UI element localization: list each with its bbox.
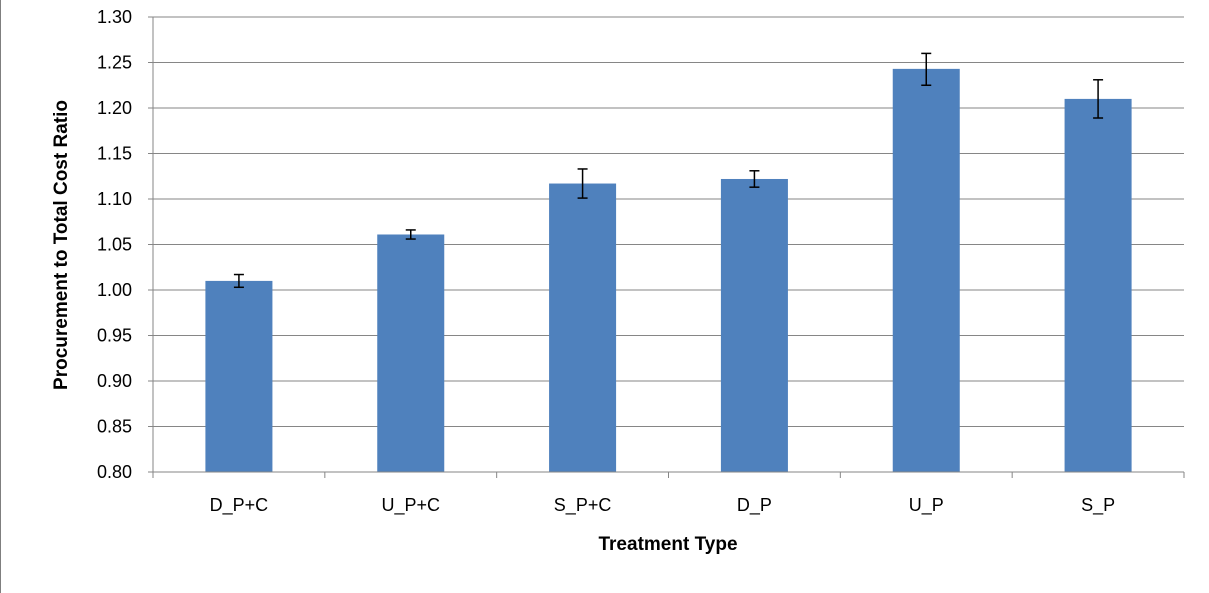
bar-S_P+C — [549, 183, 617, 472]
axes — [152, 17, 1185, 478]
bar-S_P — [1064, 98, 1132, 473]
bars — [205, 68, 1132, 473]
error-bar-U_P — [921, 52, 932, 86]
y-tick-label: 1.20 — [97, 98, 132, 118]
y-tick-labels: 0.80 0.85 0.90 0.95 1.00 1.05 1.10 1.15 1.20 1.25… — [97, 7, 132, 482]
error-bars — [233, 52, 1104, 289]
error-bar-S_P+C — [577, 168, 588, 199]
y-tick-label: 1.25 — [97, 53, 132, 73]
x-tick-label: D_P — [737, 495, 772, 516]
y-tick-label: 1.15 — [97, 144, 132, 164]
x-tick-label: S_P — [1081, 495, 1115, 516]
bar-D_P — [720, 178, 788, 473]
bar-U_P+C — [377, 234, 445, 472]
x-tick-labels: D_P+C U_P+C S_P+C D_P U_P S_P — [210, 495, 1115, 516]
gridlines — [148, 16, 1184, 473]
y-tick-label: 0.95 — [97, 326, 132, 346]
y-tick-label: 1.30 — [97, 7, 132, 27]
y-tick-label: 0.90 — [97, 371, 132, 391]
bar-U_P — [892, 68, 960, 473]
error-bar-U_P+C — [405, 229, 416, 240]
y-axis-title: Procurement to Total Cost Ratio — [51, 100, 72, 390]
bar-D_P+C — [205, 280, 273, 472]
y-tick-label: 0.80 — [97, 462, 132, 482]
x-tick-label: U_P+C — [381, 495, 440, 516]
y-tick-label: 1.00 — [97, 280, 132, 300]
x-tick-label: D_P+C — [210, 495, 269, 516]
error-bar-D_P+C — [233, 273, 244, 289]
x-tick-label: S_P+C — [554, 495, 612, 516]
x-axis-title: Treatment Type — [598, 534, 737, 555]
error-bar-S_P — [1093, 79, 1104, 119]
x-tick-label: U_P — [909, 495, 944, 516]
y-tick-label: 0.85 — [97, 417, 132, 437]
y-tick-label: 1.05 — [97, 235, 132, 255]
y-tick-label: 1.10 — [97, 189, 132, 209]
error-bar-D_P — [749, 170, 760, 188]
